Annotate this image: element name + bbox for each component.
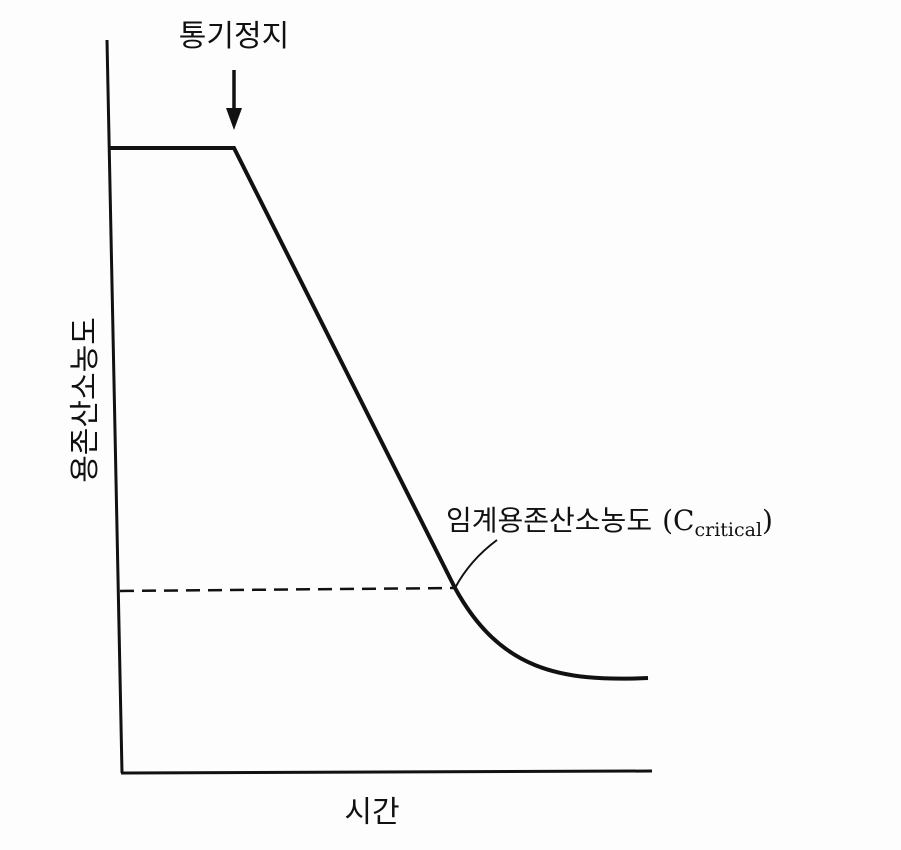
critical-symbol: C (673, 504, 694, 537)
x-axis-label: 시간 (344, 795, 399, 830)
y-axis (105, 39, 124, 774)
arrow-head (226, 108, 242, 130)
arrow-label: 통기정지 (179, 19, 289, 54)
critical-label: 임계용존산소농도 (Ccritical) (446, 504, 773, 541)
do-curve (110, 146, 649, 681)
leader-line (454, 539, 498, 589)
paren-open: ( (662, 504, 673, 537)
x-axis (120, 769, 653, 775)
critical-text: 임계용존산소농도 (446, 504, 652, 537)
critical-line (119, 586, 456, 593)
paren-close: ) (762, 504, 773, 537)
critical-subscript: critical (694, 519, 762, 541)
y-axis-label: 용존산소농도 (68, 317, 103, 483)
